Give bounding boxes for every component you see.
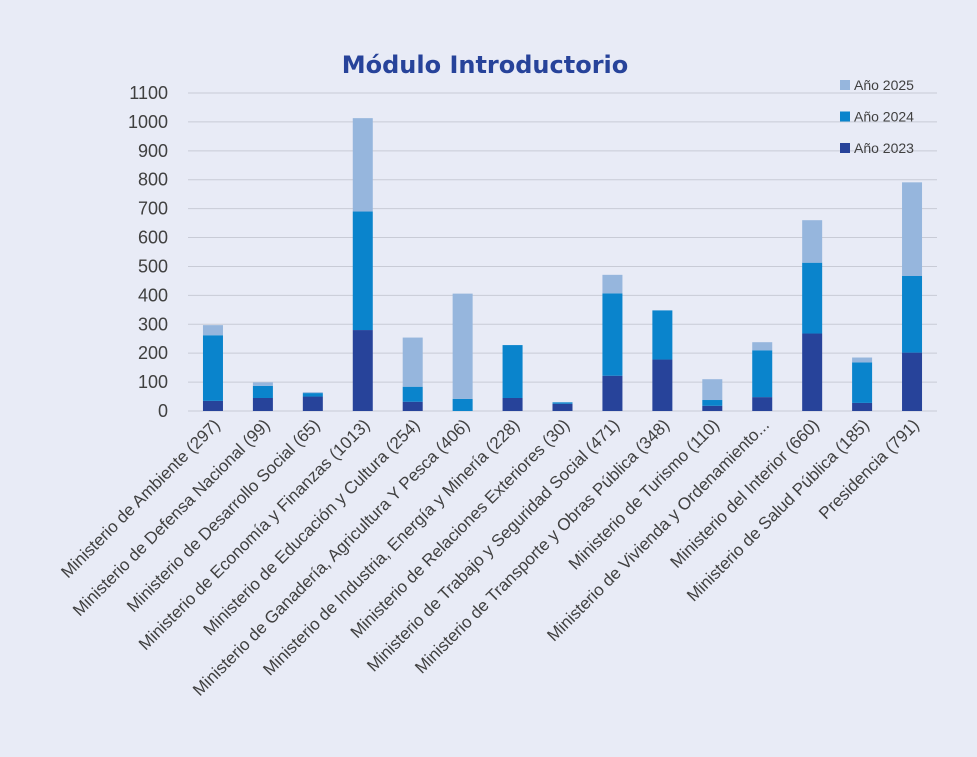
bar-segment xyxy=(502,345,523,398)
legend-label: Año 2025 xyxy=(854,77,914,93)
bar-segment xyxy=(852,402,873,411)
bar-segment xyxy=(902,182,923,276)
legend-label: Año 2023 xyxy=(854,140,914,156)
x-tick-label: Ministerio de Salud Pública (185) xyxy=(683,415,873,605)
bar-segment xyxy=(352,211,373,331)
bar-segment xyxy=(602,274,623,294)
bar-segment xyxy=(902,275,923,353)
bar-segment xyxy=(402,401,423,411)
bar-segment xyxy=(852,357,873,363)
bar-segment xyxy=(552,402,573,404)
legend-swatch xyxy=(840,143,850,153)
y-tick-label: 200 xyxy=(138,343,168,363)
x-axis-labels: Ministerio de Ambiente (297)Ministerio d… xyxy=(57,415,923,699)
bar-segment xyxy=(602,293,623,376)
bar-segment xyxy=(702,405,723,411)
legend: Año 2025 Año 2024 Año 2023 xyxy=(840,77,914,156)
bar-segment xyxy=(202,335,223,401)
legend-label: Año 2024 xyxy=(854,109,914,125)
bar-segment xyxy=(752,397,773,411)
bar-segment xyxy=(302,392,323,394)
y-tick-label: 900 xyxy=(138,141,168,161)
bar-segment xyxy=(452,293,473,399)
bar-segment xyxy=(652,310,673,360)
bar-segment xyxy=(302,396,323,411)
bar-segment xyxy=(352,118,373,212)
bar-segment xyxy=(252,385,273,398)
gridlines xyxy=(188,92,937,412)
bar-segment xyxy=(502,397,523,411)
y-tick-label: 700 xyxy=(138,199,168,219)
y-tick-label: 1000 xyxy=(128,112,168,132)
bar-segment xyxy=(452,398,473,411)
bar-segment xyxy=(552,403,573,411)
bar-segment xyxy=(702,400,723,406)
bar-segment xyxy=(202,325,223,336)
bar-segment xyxy=(802,262,823,334)
y-tick-label: 800 xyxy=(138,170,168,190)
y-tick-label: 500 xyxy=(138,256,168,276)
legend-swatch xyxy=(840,80,850,90)
bar-segment xyxy=(752,342,773,351)
bar-segment xyxy=(752,350,773,398)
y-tick-label: 300 xyxy=(138,314,168,334)
bar-segment xyxy=(402,337,423,387)
x-tick-label: Ministerio de Economía y Finanzas (1013) xyxy=(135,415,374,654)
y-tick-label: 100 xyxy=(138,372,168,392)
y-tick-label: 400 xyxy=(138,285,168,305)
y-axis-ticks: 0 100 200 300 400 500 600 700 800 900 1000 1100 xyxy=(128,83,168,421)
bar-segment xyxy=(702,379,723,401)
legend-swatch xyxy=(840,111,850,122)
bar-segment xyxy=(252,397,273,411)
y-tick-label: 1100 xyxy=(129,83,168,103)
bar-segment xyxy=(902,352,923,411)
bar-segment xyxy=(802,220,823,263)
bar-segment xyxy=(802,333,823,411)
y-tick-label: 0 xyxy=(158,401,168,421)
chart-title: Módulo Introductorio xyxy=(342,51,629,79)
bar-segment xyxy=(652,359,673,411)
bar-segment xyxy=(852,362,873,403)
bar-segment xyxy=(302,393,323,397)
y-tick-label: 600 xyxy=(138,228,168,248)
bar-segment xyxy=(352,330,373,411)
bars xyxy=(202,118,923,411)
bar-segment xyxy=(202,400,223,411)
bar-segment xyxy=(252,382,273,386)
bar-segment xyxy=(402,386,423,402)
bar-segment xyxy=(602,375,623,411)
